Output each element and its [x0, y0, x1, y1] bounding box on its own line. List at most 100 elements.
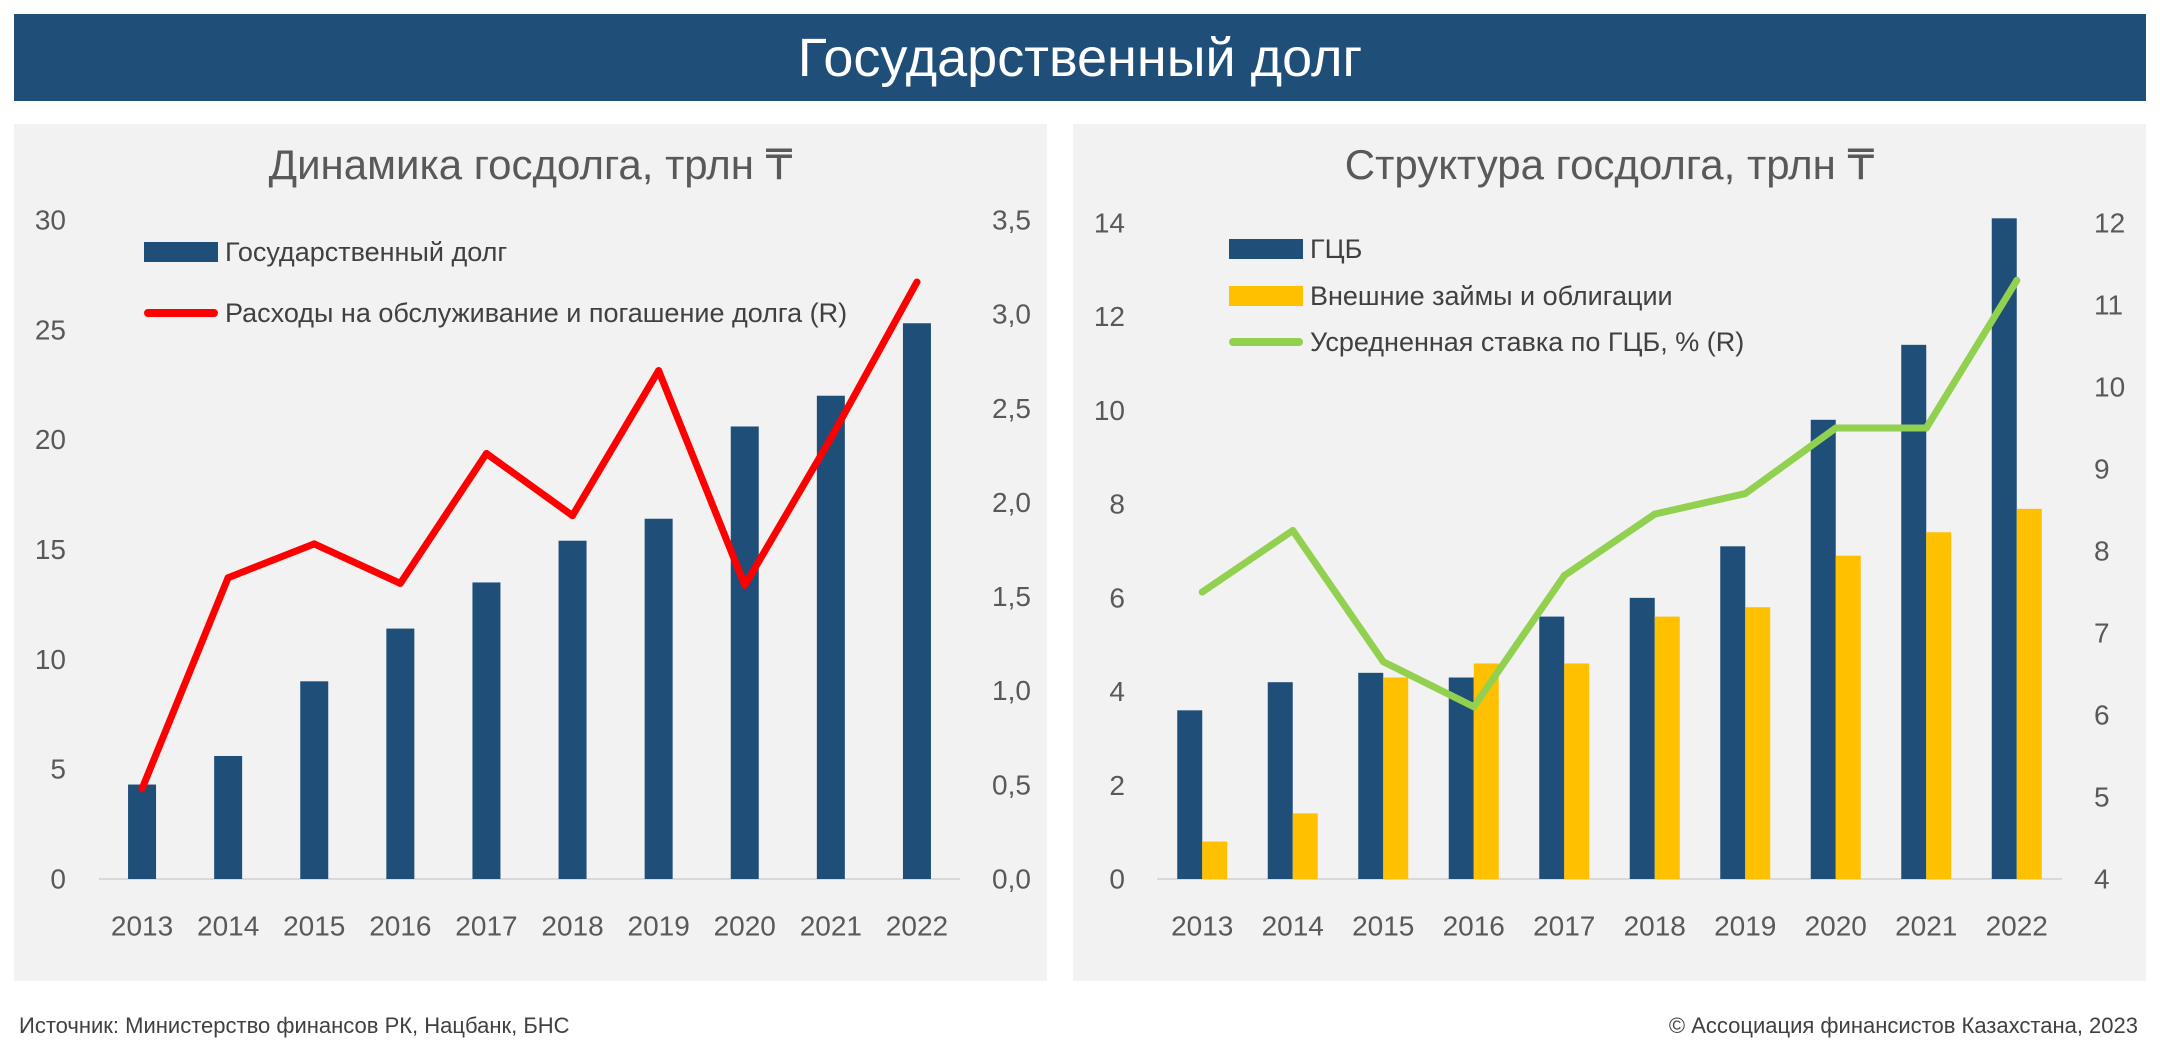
point-gcb-rate-2013: [1198, 588, 1206, 596]
x-tick-label-2013: 2013: [111, 911, 173, 942]
y-left-tick-label: 5: [50, 754, 66, 785]
x-tick-label-2020: 2020: [714, 911, 776, 942]
x-tick-label-2017: 2017: [1533, 911, 1595, 942]
bar-external-loans-2014: [1292, 813, 1318, 879]
header-banner: Государственный долг: [14, 14, 2146, 101]
y-left-tick-label: 12: [1094, 301, 1125, 332]
point-gcb-rate-2014: [1289, 527, 1297, 534]
bar-external-loans-2020: [1835, 555, 1861, 879]
x-tick-label-2018: 2018: [1624, 911, 1686, 942]
bar-gov-debt-2022: [902, 323, 931, 879]
y-right-tick-label: 2,0: [992, 487, 1031, 518]
bar-external-loans-2013: [1202, 841, 1228, 879]
bar-external-loans-2019: [1745, 607, 1771, 879]
legend-swatch-gov-debt: [144, 242, 218, 262]
y-right-tick-label: 2,5: [992, 393, 1031, 424]
legend-swatch-external-loans: [1229, 286, 1303, 306]
point-gcb-rate-2020: [1832, 424, 1840, 432]
y-left-tick-label: 20: [35, 424, 66, 455]
y-right-tick-label: 1,0: [992, 675, 1031, 706]
point-debt-service-2016: [396, 579, 404, 587]
point-debt-service-2021: [827, 434, 835, 442]
bar-gov-debt-2016: [386, 628, 415, 879]
y-right-tick-label: 0,5: [992, 769, 1031, 800]
x-tick-label-2018: 2018: [541, 911, 603, 942]
legend-swatch-gcb: [1229, 239, 1303, 259]
bar-external-loans-2022: [2016, 508, 2042, 879]
y-right-tick-label: 3,0: [992, 299, 1031, 330]
y-left-tick-label: 10: [35, 644, 66, 675]
source-note: Источник: Министерство финансов РК, Нацб…: [19, 1013, 570, 1038]
y-left-tick-label: 8: [1109, 489, 1125, 520]
bar-gcb-2013: [1177, 710, 1203, 879]
line-gcb-rate: [1198, 276, 2021, 711]
bar-gov-debt-2018: [558, 540, 587, 879]
y-right-tick-label: 10: [2094, 372, 2125, 403]
bar-external-loans-2021: [1926, 532, 1952, 879]
point-gcb-rate-2018: [1651, 510, 1659, 518]
point-debt-service-2014: [224, 574, 232, 582]
x-tick-label-2019: 2019: [628, 911, 690, 942]
x-tick-label-2022: 2022: [1986, 911, 2048, 942]
bar-gov-debt-2015: [300, 681, 329, 879]
debt-dynamics-chart: 0 5 10 15 20 25 30 0,0 0,5 1,0 1,5 2,0 2,5 3,0 3,5 2013…: [35, 205, 1031, 942]
bar-gov-debt-2013: [128, 784, 157, 879]
point-gcb-rate-2019: [1741, 490, 1749, 498]
x-tick-label-2022: 2022: [886, 911, 948, 942]
y-left-tick-label: 2: [1109, 770, 1125, 801]
debt-dynamics-panel: 0 5 10 15 20 25 30 0,0 0,5 1,0 1,5 2,0 2,5 3,0 3,5 2013…: [14, 124, 1047, 981]
y-left-tick-label: 14: [1094, 208, 1125, 239]
legend-item-gcb-rate: Усредненная ставка по ГЦБ, % (R): [1229, 325, 1744, 359]
bar-gcb-2017: [1539, 616, 1565, 879]
legend-item-external-loans: Внешние займы и облигации: [1229, 279, 1673, 313]
debt-structure-chart: 0 2 4 6 8 10 12 14 4 5 6 7 8 9 10 11 12 2013 2014 2015 2016 2…: [1094, 208, 2125, 942]
point-debt-service-2015: [310, 540, 318, 548]
point-gcb-rate-2021: [1922, 424, 1930, 432]
y-right-tick-label: 4: [2094, 864, 2110, 895]
legend-swatch-debt-service: [144, 309, 218, 317]
y-right-tick-label: 1,5: [992, 581, 1031, 612]
y-right-tick-label: 7: [2094, 618, 2110, 649]
y-left-tick-label: 25: [35, 314, 66, 345]
bar-gcb-2016: [1448, 677, 1474, 879]
y-left-tick-label: 6: [1109, 582, 1125, 613]
bar-gov-debt-2019: [644, 518, 673, 879]
y-right-tick-label: 0,0: [992, 864, 1031, 895]
x-tick-label-2015: 2015: [1352, 911, 1414, 942]
bar-gcb-2014: [1267, 682, 1293, 879]
x-tick-label-2014: 2014: [1262, 911, 1324, 942]
legend-item-debt-service: Расходы на обслуживание и погашение долг…: [144, 296, 847, 330]
bar-gcb-2015: [1358, 672, 1384, 879]
x-tick-label-2016: 2016: [1443, 911, 1505, 942]
legend-item-gcb: ГЦБ: [1229, 232, 1362, 266]
bar-external-loans-2018: [1654, 616, 1680, 879]
point-gcb-rate-2016: [1470, 703, 1478, 711]
legend-label-gcb-rate: Усредненная ставка по ГЦБ, % (R): [1310, 327, 1745, 357]
bar-gcb-2022: [1991, 218, 2017, 880]
copyright-note: © Ассоциация финансистов Казахстана, 202…: [1668, 1013, 2138, 1038]
y-right-tick-label: 9: [2094, 454, 2110, 485]
y-right-tick-label: 6: [2094, 700, 2110, 731]
bar-external-loans-2017: [1564, 663, 1590, 879]
y-left-tick-label: 0: [50, 864, 66, 895]
page-title: Государственный долг: [797, 27, 1363, 88]
x-tick-label-2016: 2016: [369, 911, 431, 942]
y-right-tick-label: 3,5: [992, 205, 1031, 236]
x-tick-label-2020: 2020: [1805, 911, 1867, 942]
y-left-tick-label: 15: [35, 534, 66, 565]
point-debt-service-2020: [741, 581, 749, 589]
point-debt-service-2018: [569, 512, 577, 520]
y-left-tick-label: 30: [35, 205, 66, 236]
y-right-tick-label: 12: [2094, 208, 2125, 239]
line-debt-service: [138, 278, 921, 793]
x-tick-label-2014: 2014: [197, 911, 259, 942]
legend-label-external-loans: Внешние займы и облигации: [1310, 281, 1673, 311]
x-tick-label-2013: 2013: [1171, 911, 1233, 942]
point-debt-service-2019: [655, 367, 663, 375]
bar-gcb-2020: [1810, 419, 1836, 879]
y-right-tick-label: 8: [2094, 536, 2110, 567]
bar-gov-debt-2014: [214, 755, 243, 879]
point-debt-service-2013: [138, 785, 146, 793]
x-tick-label-2021: 2021: [1895, 911, 1957, 942]
legend-label-debt-service: Расходы на обслуживание и погашение долг…: [225, 298, 848, 328]
